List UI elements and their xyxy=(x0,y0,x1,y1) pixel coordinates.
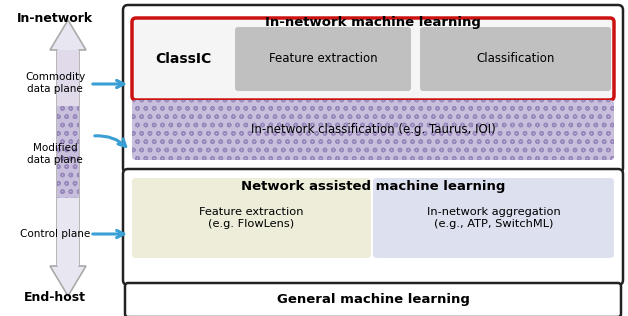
FancyBboxPatch shape xyxy=(123,5,623,173)
Text: Modified
data plane: Modified data plane xyxy=(27,143,83,165)
Text: Feature extraction: Feature extraction xyxy=(269,52,377,65)
Text: Commodity
data plane: Commodity data plane xyxy=(25,72,85,94)
FancyBboxPatch shape xyxy=(132,178,371,258)
Text: ClassIC: ClassIC xyxy=(155,52,211,66)
FancyBboxPatch shape xyxy=(57,50,79,106)
Text: General machine learning: General machine learning xyxy=(276,294,470,307)
FancyBboxPatch shape xyxy=(132,100,614,160)
Text: End-host: End-host xyxy=(24,291,86,304)
Text: In-network machine learning: In-network machine learning xyxy=(265,16,481,29)
Text: Classification: Classification xyxy=(476,52,555,65)
FancyBboxPatch shape xyxy=(132,18,614,100)
FancyBboxPatch shape xyxy=(57,198,79,266)
FancyBboxPatch shape xyxy=(235,27,411,91)
Polygon shape xyxy=(50,20,86,296)
Text: In-network: In-network xyxy=(17,12,93,25)
FancyBboxPatch shape xyxy=(420,27,611,91)
Text: Feature extraction
(e.g. FlowLens): Feature extraction (e.g. FlowLens) xyxy=(199,207,304,229)
FancyBboxPatch shape xyxy=(125,283,621,316)
Text: Network assisted machine learning: Network assisted machine learning xyxy=(241,180,505,193)
Text: Control plane: Control plane xyxy=(20,229,90,239)
FancyBboxPatch shape xyxy=(373,178,614,258)
FancyBboxPatch shape xyxy=(57,106,79,198)
Text: In-network classification (e.g. Taurus, IOI): In-network classification (e.g. Taurus, … xyxy=(251,124,495,137)
FancyBboxPatch shape xyxy=(123,169,623,285)
Text: In-network aggregation
(e.g., ATP, SwitchML): In-network aggregation (e.g., ATP, Switc… xyxy=(426,207,560,229)
